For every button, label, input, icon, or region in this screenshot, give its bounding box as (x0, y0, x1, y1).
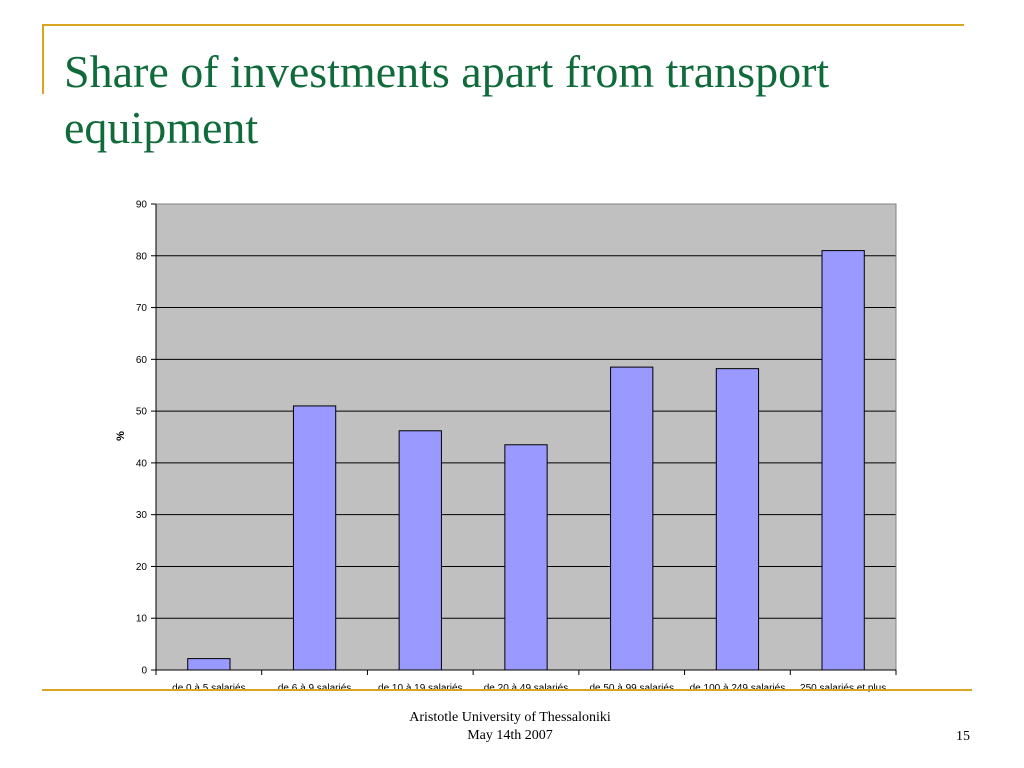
bar (610, 366, 654, 671)
left-accent-line (42, 24, 44, 94)
footer-date: May 14th 2007 (467, 728, 553, 743)
y-tick-label: 60 (136, 355, 148, 366)
x-tick-label: de 100 à 249 salariés (690, 683, 786, 692)
y-tick-label: 90 (136, 200, 148, 211)
bar (187, 658, 231, 671)
y-tick-label: 40 (136, 458, 148, 469)
x-tick-label: de 6 à 9 salariés (278, 683, 351, 692)
y-tick-label: 80 (136, 251, 148, 262)
bar (715, 368, 760, 671)
bar (821, 250, 865, 671)
x-tick-label: de 20 à 49 salariés (484, 683, 569, 692)
footer-accent-line (42, 689, 972, 691)
bar (398, 430, 442, 671)
x-tick-label: de 50 à 99 salariés (589, 683, 674, 692)
y-tick-label: 50 (136, 407, 148, 418)
x-tick-label: de 10 à 19 salariés (378, 683, 463, 692)
footer-institution: Aristotle University of Thessaloniki (409, 710, 611, 725)
top-accent-line (42, 24, 964, 26)
bar (504, 444, 548, 671)
x-tick-label: 250 salariés et plus (800, 683, 886, 692)
slide-title: Share of investments apart from transpor… (64, 46, 830, 153)
y-tick-label: 30 (136, 510, 148, 521)
footer: Aristotle University of Thessaloniki May… (350, 709, 670, 745)
y-tick-label: 70 (136, 303, 148, 314)
y-tick-label: 10 (136, 614, 148, 625)
bar (292, 405, 337, 671)
bar-chart: 0 10 20 30 40 50 60 70 80 90 de 0 à 5 salariés de 6… (115, 200, 897, 692)
y-tick-label: 0 (141, 666, 147, 677)
page-number: 15 (956, 729, 970, 744)
x-tick-label: de 0 à 5 salariés (172, 683, 245, 692)
y-tick-label: 20 (136, 562, 148, 573)
y-axis-label: % (115, 431, 127, 441)
